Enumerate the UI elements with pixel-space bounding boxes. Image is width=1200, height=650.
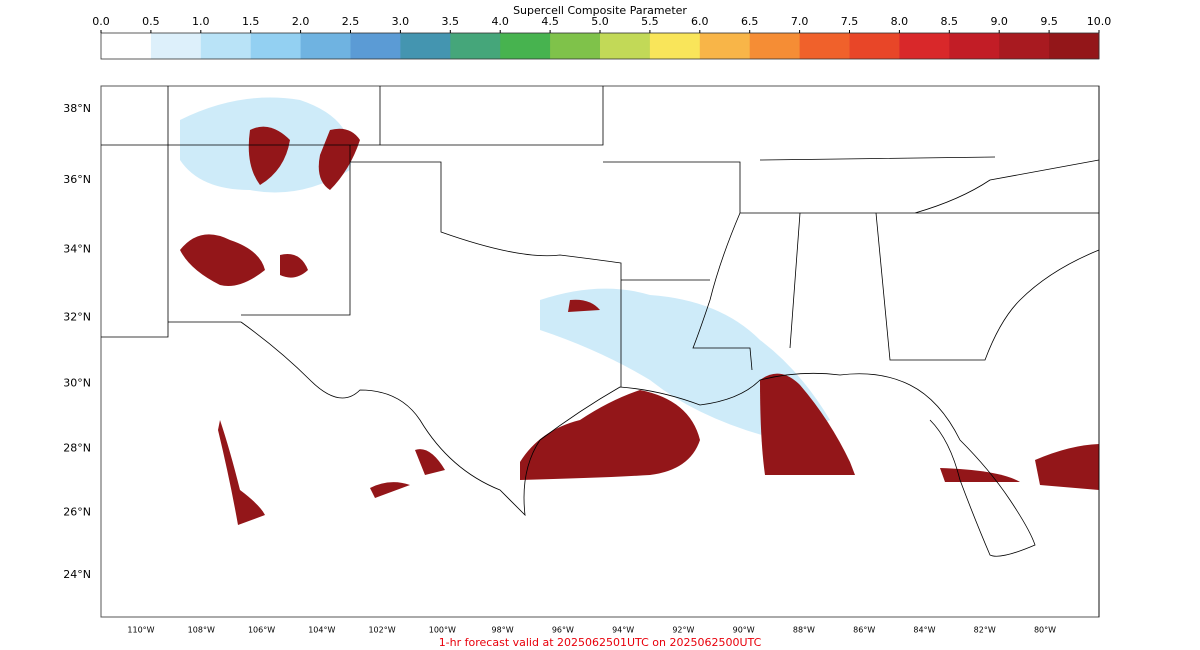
lat-label: 30°N xyxy=(63,377,91,390)
lat-label: 24°N xyxy=(63,568,91,581)
lon-label: 98°W xyxy=(492,626,514,635)
colorbar-tick-label: 6.5 xyxy=(741,15,759,28)
color-swatch xyxy=(250,33,302,59)
low-values xyxy=(540,288,830,440)
color-swatch xyxy=(400,33,451,59)
footer: 1-hr forecast valid at 2025062501UTC on … xyxy=(439,636,762,649)
colorbar-tick-label: 9.5 xyxy=(1040,15,1058,28)
lon-label: 104°W xyxy=(308,626,335,635)
lon-label: 86°W xyxy=(853,626,875,635)
map-axes: 38°N 36°N 34°N 32°N 30°N 28°N 26°N 24°N 110°W 108… xyxy=(63,102,1056,635)
color-swatch xyxy=(600,33,651,59)
color-swatch xyxy=(200,33,252,59)
lon-label: 108°W xyxy=(188,626,215,635)
lon-label: 88°W xyxy=(793,626,815,635)
lat-label: 28°N xyxy=(63,442,91,455)
high-values xyxy=(1035,444,1099,490)
lon-label: 106°W xyxy=(248,626,275,635)
colorbar-tick-label: 2.5 xyxy=(342,15,360,28)
colorbar-tick-label: 4.5 xyxy=(541,15,559,28)
lon-label: 102°W xyxy=(368,626,395,635)
color-swatch xyxy=(500,33,551,59)
colorbar-tick-label: 4.0 xyxy=(491,15,509,28)
colorbar-tick-label: 0.5 xyxy=(142,15,160,28)
colorbar-tick-label: 3.5 xyxy=(442,15,460,28)
lon-label: 110°W xyxy=(127,626,154,635)
lat-label: 38°N xyxy=(63,102,91,115)
color-swatch xyxy=(699,33,751,59)
colorbar-tick-label: 7.0 xyxy=(791,15,809,28)
colorbar-tick-label: 6.0 xyxy=(691,15,709,28)
lon-label: 82°W xyxy=(974,626,996,635)
colorbar-tick-label: 10.0 xyxy=(1087,15,1112,28)
high-values xyxy=(760,373,855,475)
colorbar-title: Supercell Composite Parameter xyxy=(513,4,687,17)
color-swatch xyxy=(999,33,1050,59)
boundaries xyxy=(101,86,1100,617)
lat-label: 32°N xyxy=(63,310,91,323)
color-swatch xyxy=(150,33,202,59)
high-values xyxy=(280,254,308,278)
color-swatch xyxy=(1049,33,1100,59)
color-swatch xyxy=(899,33,950,59)
lon-label: 94°W xyxy=(612,626,634,635)
color-swatch xyxy=(300,33,351,59)
lon-label: 90°W xyxy=(733,626,755,635)
colorbar-tick-label: 0.0 xyxy=(92,15,110,28)
color-swatch xyxy=(649,33,701,59)
lat-label: 34°N xyxy=(63,243,91,256)
lat-label: 36°N xyxy=(63,173,91,186)
colorbar-tick-label: 8.5 xyxy=(941,15,959,28)
high-values xyxy=(370,482,410,498)
lon-label: 80°W xyxy=(1034,626,1056,635)
colorbar-tick-label: 5.0 xyxy=(591,15,609,28)
colorbar: 0.0 0.5 1.0 1.5 2.0 2.5 3.0 3.5 4.0 4.5 5.0 5.5 6.0 6… xyxy=(92,15,1112,60)
color-swatch xyxy=(350,33,401,59)
color-swatch xyxy=(749,33,801,59)
high-values xyxy=(568,299,600,312)
map xyxy=(100,85,1100,618)
color-swatch xyxy=(450,33,501,59)
lon-label: 92°W xyxy=(672,626,694,635)
high-values xyxy=(248,126,290,185)
color-swatch xyxy=(949,33,1000,59)
high-values xyxy=(180,234,265,286)
colorbar-tick-label: 1.5 xyxy=(242,15,260,28)
high-values xyxy=(318,128,360,190)
color-swatch xyxy=(550,33,601,59)
colorbar-tick-label: 3.0 xyxy=(392,15,410,28)
color-swatch xyxy=(101,33,152,59)
colorbar-tick-label: 5.5 xyxy=(641,15,659,28)
colorbar-tick-label: 8.0 xyxy=(891,15,909,28)
lon-label: 100°W xyxy=(429,626,456,635)
colorbar-tick-label: 9.0 xyxy=(990,15,1008,28)
high-values xyxy=(415,449,445,475)
lat-label: 26°N xyxy=(63,505,91,518)
color-swatch xyxy=(799,33,850,59)
lon-label: 96°W xyxy=(552,626,574,635)
colorbar-tick-label: 1.0 xyxy=(192,15,210,28)
colorbar-tick-label: 7.5 xyxy=(841,15,859,28)
color-swatch xyxy=(849,33,900,59)
lon-label: 84°W xyxy=(913,626,935,635)
high-values xyxy=(218,420,265,525)
colorbar-tick-label: 2.0 xyxy=(292,15,310,28)
high-values xyxy=(520,390,700,480)
